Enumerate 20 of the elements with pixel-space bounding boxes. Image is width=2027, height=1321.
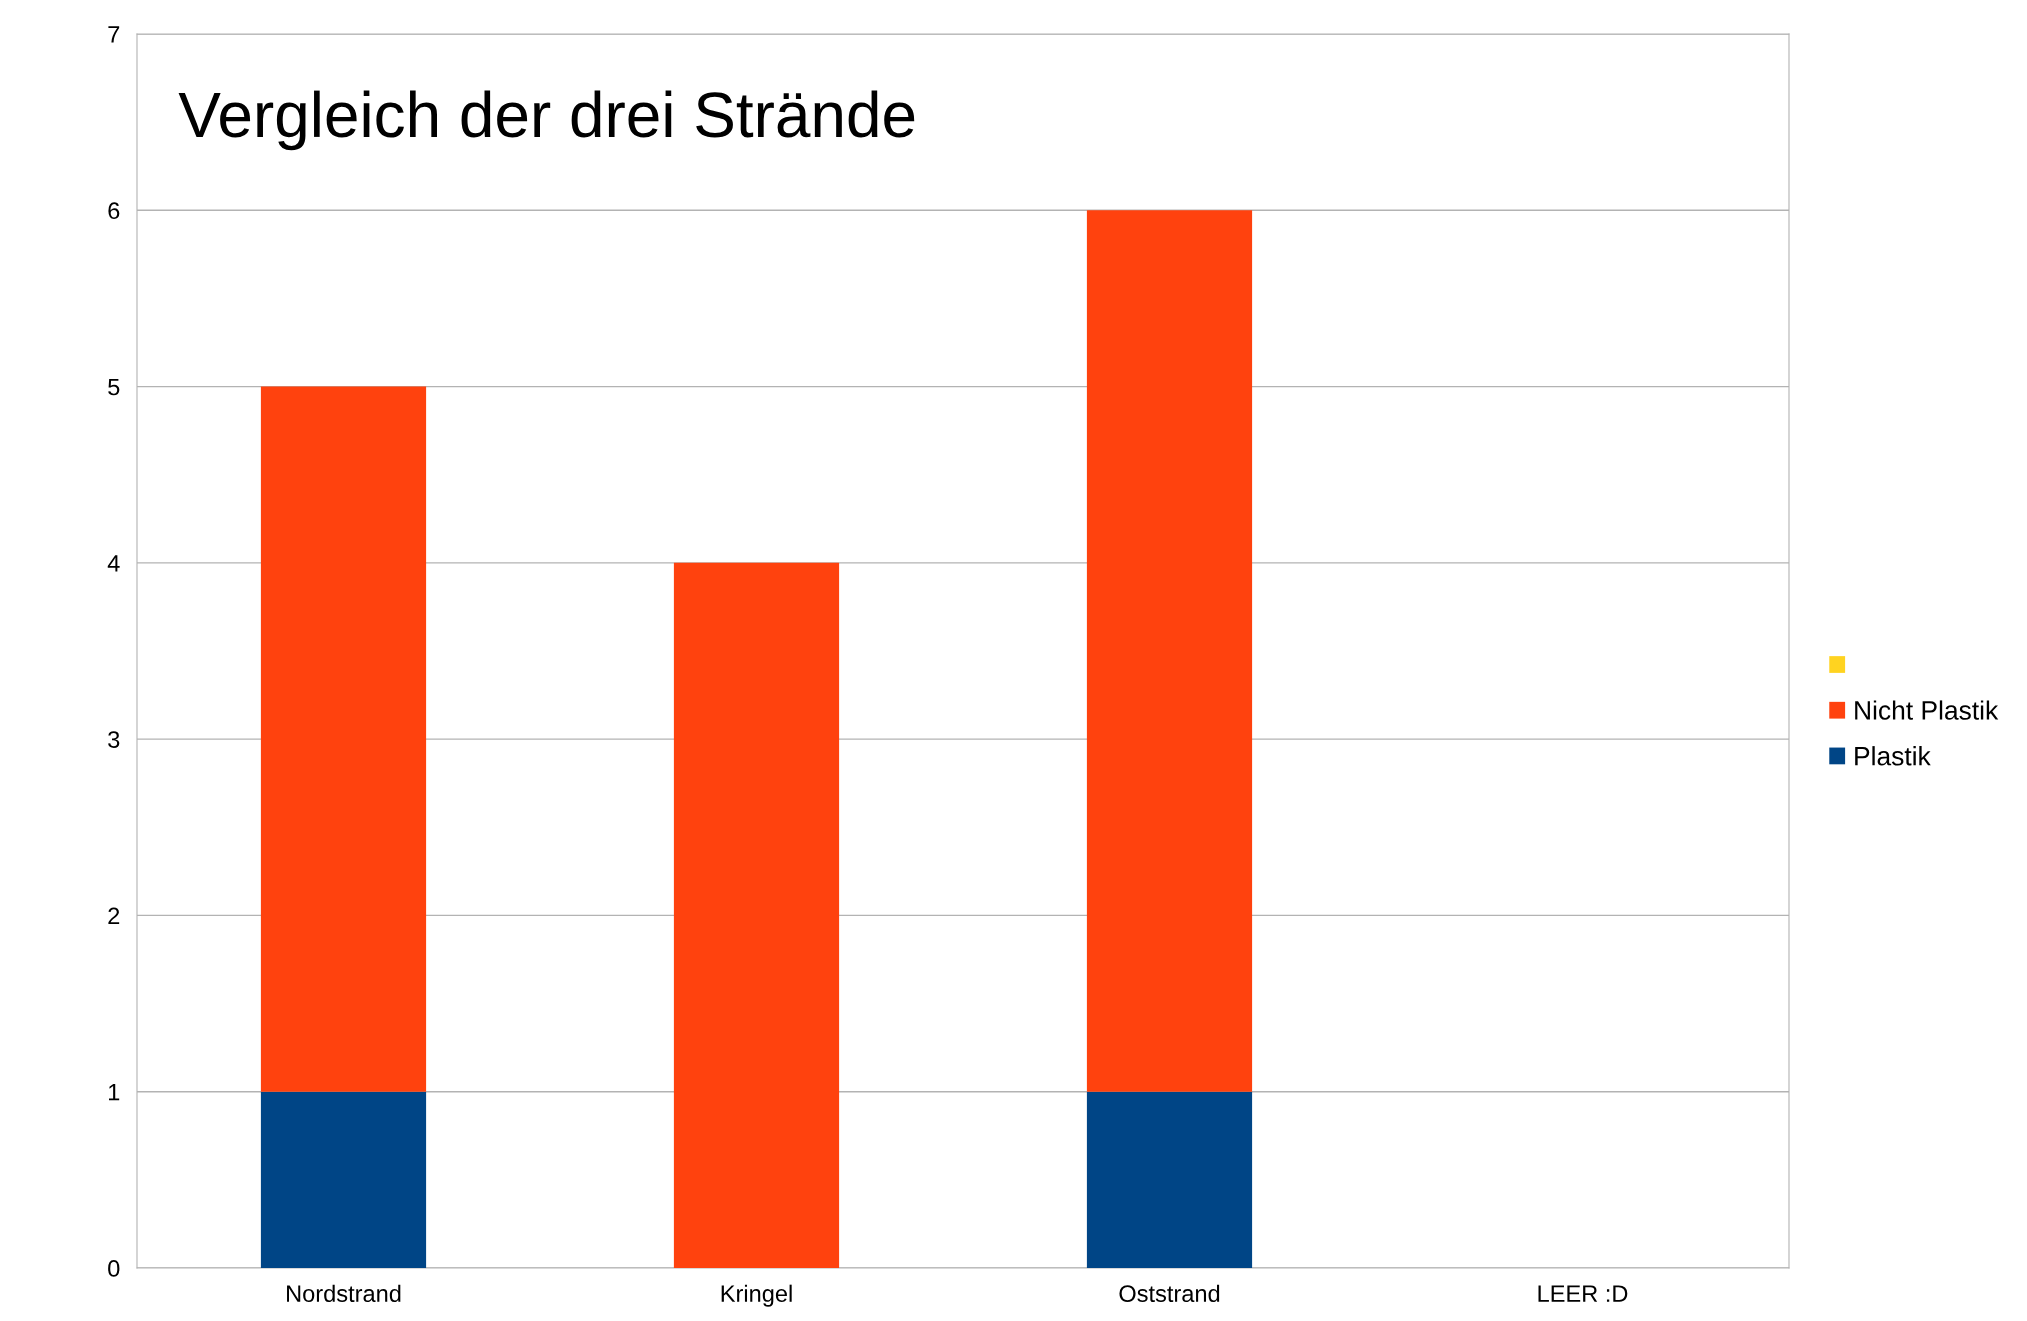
bar bbox=[260, 1091, 427, 1268]
x-tick-label: Nordstrand bbox=[287, 1284, 401, 1303]
y-tick-label: 3 bbox=[108, 731, 120, 748]
y-tick-label: 6 bbox=[108, 202, 120, 220]
x-tick-label: Kringel bbox=[721, 1284, 792, 1307]
bar bbox=[1086, 210, 1253, 1092]
y-tick-label: 1 bbox=[109, 1084, 120, 1101]
x-tick-label: LEER :D bbox=[1538, 1285, 1628, 1302]
legend-label: Plastik bbox=[1855, 746, 1931, 766]
bar bbox=[260, 386, 427, 1092]
y-tick-label: 5 bbox=[108, 378, 120, 396]
x-tick-label: Oststrand bbox=[1119, 1284, 1220, 1303]
legend-label: Nicht Plastik bbox=[1855, 700, 1999, 720]
bar bbox=[673, 562, 840, 1268]
y-tick-label: 2 bbox=[108, 907, 120, 924]
text: Vergleich der drei Strände bbox=[178, 90, 915, 151]
y-tick-label: 4 bbox=[107, 555, 120, 572]
y-tick-label: 7 bbox=[108, 26, 120, 43]
bar bbox=[1086, 1091, 1253, 1268]
y-tick-label: 0 bbox=[108, 1260, 120, 1277]
